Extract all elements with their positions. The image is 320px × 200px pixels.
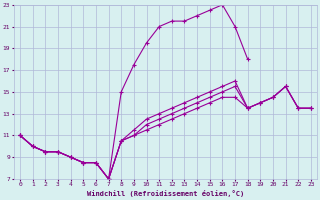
X-axis label: Windchill (Refroidissement éolien,°C): Windchill (Refroidissement éolien,°C) <box>87 190 244 197</box>
